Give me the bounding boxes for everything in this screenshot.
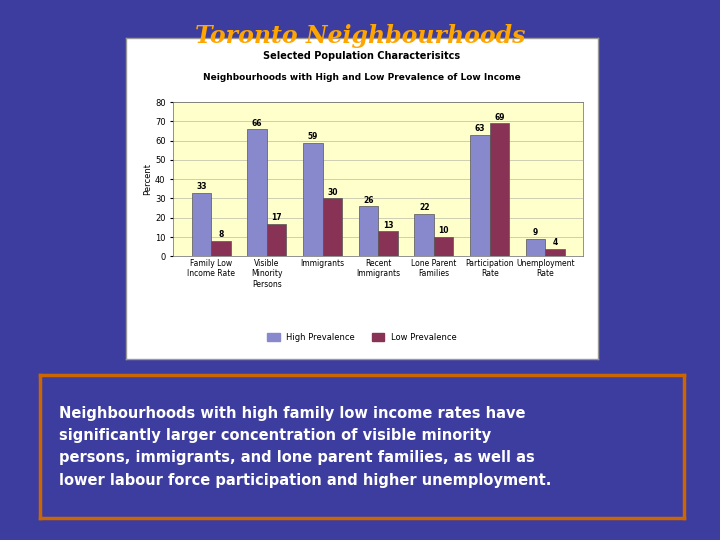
Bar <box>470 135 490 256</box>
Text: 9: 9 <box>533 228 539 238</box>
Text: Toronto Neighbourhoods: Toronto Neighbourhoods <box>195 24 525 48</box>
Bar <box>303 143 323 256</box>
Text: 13: 13 <box>383 221 393 230</box>
Bar <box>434 237 454 256</box>
Text: 69: 69 <box>494 113 505 122</box>
Bar <box>211 241 231 256</box>
Text: 30: 30 <box>327 188 338 197</box>
Text: 17: 17 <box>271 213 282 222</box>
Bar <box>378 231 397 256</box>
Text: Selected Population Characterisitcs: Selected Population Characterisitcs <box>264 51 460 60</box>
Bar <box>248 129 267 256</box>
Text: 66: 66 <box>252 118 263 127</box>
Text: 59: 59 <box>307 132 318 141</box>
Text: 22: 22 <box>419 204 430 212</box>
Bar <box>526 239 545 256</box>
Bar <box>323 198 342 256</box>
Text: 63: 63 <box>474 124 485 133</box>
Text: 8: 8 <box>218 231 224 239</box>
Legend: High Prevalence, Low Prevalence: High Prevalence, Low Prevalence <box>264 329 460 345</box>
Bar <box>192 193 211 256</box>
Bar <box>267 224 287 256</box>
Text: Neighbourhoods with high family low income rates have
significantly larger conce: Neighbourhoods with high family low inco… <box>59 406 552 488</box>
Text: 26: 26 <box>364 195 374 205</box>
Text: Neighbourhoods with High and Low Prevalence of Low Income: Neighbourhoods with High and Low Prevale… <box>203 73 521 82</box>
Text: 4: 4 <box>552 238 558 247</box>
Y-axis label: Percent: Percent <box>143 163 152 195</box>
Text: 10: 10 <box>438 226 449 235</box>
Text: 33: 33 <box>197 182 207 191</box>
Bar <box>415 214 434 256</box>
Bar <box>545 248 564 256</box>
Bar <box>359 206 378 256</box>
Bar <box>490 123 509 256</box>
